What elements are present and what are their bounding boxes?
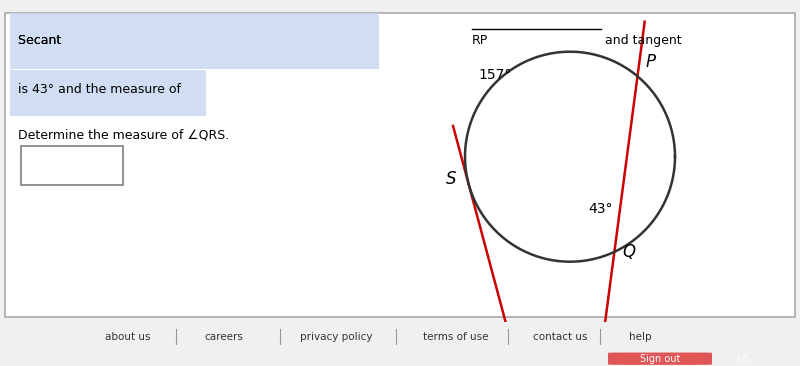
Text: and tangent: and tangent [601,34,686,47]
Text: Sign out: Sign out [640,354,680,364]
Text: contact us: contact us [533,332,587,342]
FancyBboxPatch shape [21,146,123,185]
Text: privacy policy: privacy policy [300,332,372,342]
Text: Q: Q [622,243,635,261]
Text: S: S [446,170,457,188]
Text: is 43° and the measure of: is 43° and the measure of [18,83,185,96]
Text: terms of use: terms of use [423,332,489,342]
Text: 157°: 157° [478,68,512,82]
Text: help: help [629,332,651,342]
Text: P: P [646,53,655,71]
Text: Secant: Secant [18,34,66,47]
FancyBboxPatch shape [10,13,379,69]
FancyBboxPatch shape [10,70,206,116]
Text: RP: RP [471,34,488,47]
FancyBboxPatch shape [608,352,712,365]
FancyBboxPatch shape [5,13,795,317]
Text: Determine the measure of ∠QRS.: Determine the measure of ∠QRS. [18,128,230,141]
Text: Secant: Secant [18,34,66,47]
Text: about us: about us [106,332,150,342]
Text: 43°: 43° [588,202,613,216]
Text: US: US [736,354,750,364]
Text: careers: careers [205,332,243,342]
